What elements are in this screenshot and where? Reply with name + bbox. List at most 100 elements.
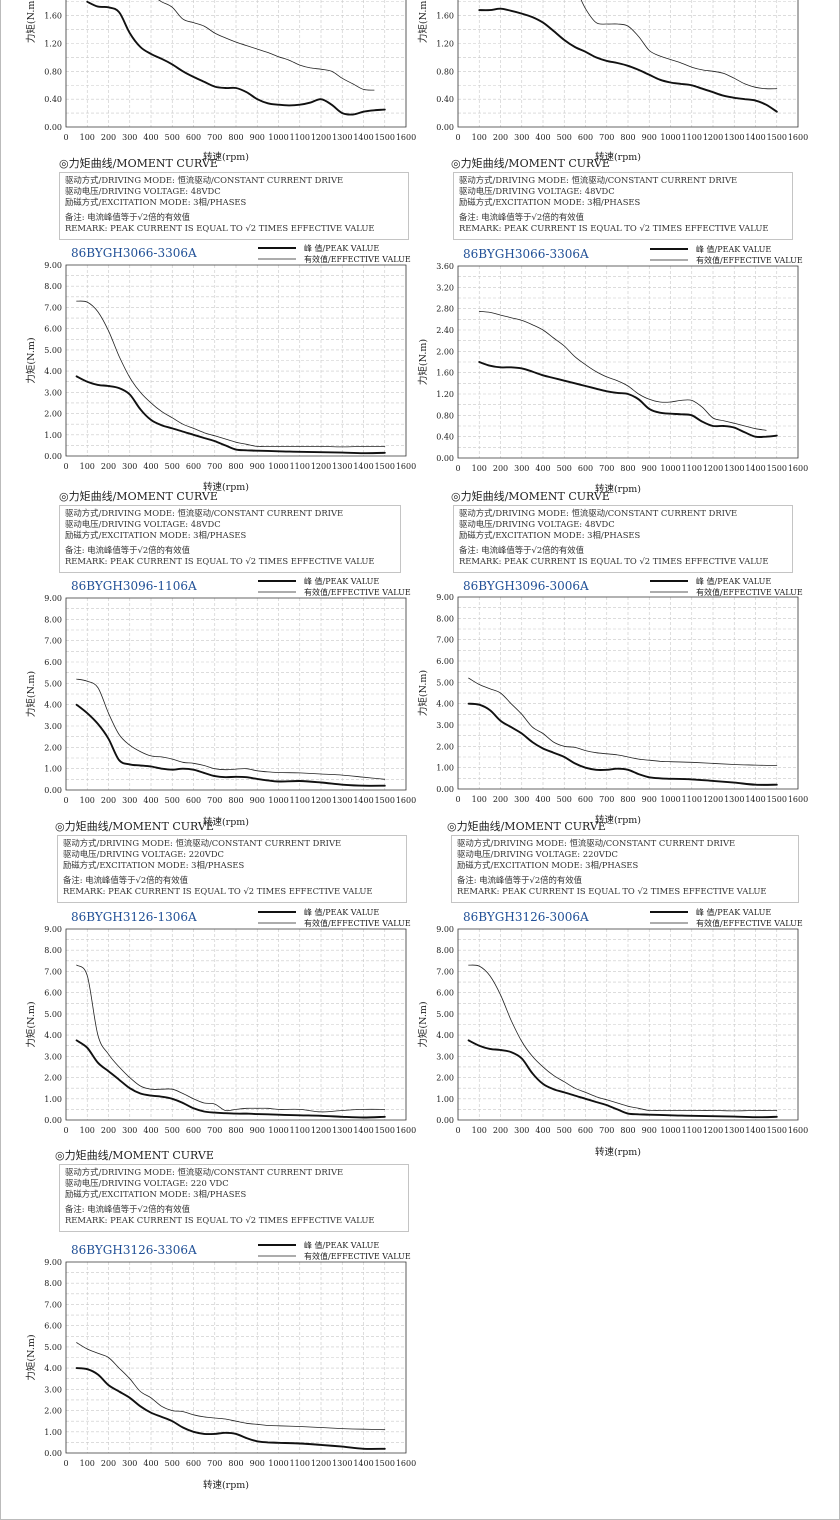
x-axis-label: 转速(rpm)	[203, 151, 249, 163]
x-tick-label: 1500	[767, 795, 787, 804]
moment-curve-heading: ◎力矩曲线/MOMENT CURVE	[55, 1149, 214, 1162]
x-tick-label: 600	[186, 462, 201, 471]
effective-value-curve	[468, 677, 778, 766]
x-tick-label: 1500	[375, 1126, 395, 1135]
y-tick-label: 5.00	[44, 679, 62, 688]
spec-driving-mode: 驱动方式/DRIVING MODE: 恒流驱动/CONSTANT CURRENT…	[65, 175, 344, 185]
x-tick-label: 800	[228, 796, 243, 805]
y-tick-label: 9.00	[44, 261, 62, 270]
y-tick-label: 7.00	[436, 967, 454, 976]
x-tick-label: 1400	[745, 133, 765, 142]
spec-block-6: 驱动方式/DRIVING MODE: 恒流驱动/CONSTANT CURRENT…	[451, 835, 799, 903]
plot-frame	[65, 0, 407, 128]
y-tick-label: 0.00	[436, 123, 454, 132]
x-tick-label: 300	[122, 1459, 137, 1468]
x-tick-label: 0	[63, 133, 68, 142]
x-tick-label: 700	[599, 464, 614, 473]
y-tick-label: 4.00	[44, 367, 62, 376]
x-tick-label: 600	[578, 795, 593, 804]
y-tick-label: 7.00	[44, 303, 62, 312]
x-tick-label: 400	[143, 796, 158, 805]
x-tick-label: 300	[122, 462, 137, 471]
x-tick-label: 1100	[682, 1126, 702, 1135]
x-tick-label: 300	[514, 464, 529, 473]
x-tick-label: 1300	[724, 133, 744, 142]
y-tick-label: 0.40	[436, 433, 454, 442]
spec-driving-voltage: 驱动电压/DRIVING VOLTAGE: 220VDC	[457, 849, 618, 859]
x-tick-label: 500	[165, 1459, 180, 1468]
y-tick-label: 0.00	[436, 1116, 454, 1125]
x-tick-label: 400	[143, 1459, 158, 1468]
legend-effective-label: 有效值/EFFECTIVE VALUE	[696, 255, 803, 265]
x-tick-label: 200	[493, 1126, 508, 1135]
x-tick-label: 1600	[396, 796, 416, 805]
x-tick-label: 1600	[788, 133, 808, 142]
x-tick-label: 500	[165, 796, 180, 805]
x-tick-label: 1200	[703, 133, 723, 142]
y-tick-label: 0.80	[44, 67, 62, 76]
y-tick-label: 9.00	[436, 593, 454, 602]
x-tick-label: 700	[599, 795, 614, 804]
y-tick-label: 0.00	[44, 1116, 62, 1125]
spec-driving-mode: 驱动方式/DRIVING MODE: 恒流驱动/CONSTANT CURRENT…	[65, 508, 344, 518]
x-tick-label: 600	[578, 464, 593, 473]
peak-value-curve	[467, 1039, 778, 1119]
spec-driving-voltage: 驱动电压/DRIVING VOLTAGE: 220VDC	[63, 849, 224, 859]
x-tick-label: 600	[578, 1126, 593, 1135]
x-tick-label: 800	[228, 462, 243, 471]
y-tick-label: 3.00	[44, 388, 62, 397]
spec-excitation-mode: 励磁方式/EXCITATION MODE: 3相/PHASES	[65, 197, 247, 207]
y-tick-label: 6.00	[44, 1322, 62, 1331]
x-tick-label: 1600	[788, 1126, 808, 1135]
x-tick-label: 1100	[290, 133, 310, 142]
x-tick-label: 500	[557, 1126, 572, 1135]
model-title: 86BYGH3126-1306A	[71, 910, 197, 924]
plot-frame	[65, 928, 407, 1121]
y-tick-label: 5.00	[44, 346, 62, 355]
spec-block-7: 驱动方式/DRIVING MODE: 恒流驱动/CONSTANT CURRENT…	[59, 1164, 409, 1232]
y-tick-label: 0.80	[436, 411, 454, 420]
y-tick-label: 2.00	[436, 347, 454, 356]
model-title: 86BYGH3066-3306A	[463, 247, 589, 261]
plot-frame	[457, 596, 799, 790]
x-tick-label: 1600	[788, 795, 808, 804]
spec-excitation-mode: 励磁方式/EXCITATION MODE: 3相/PHASES	[457, 860, 639, 870]
x-tick-label: 0	[455, 133, 460, 142]
y-tick-label: 2.80	[436, 305, 454, 314]
legend-effective-label: 有效值/EFFECTIVE VALUE	[696, 587, 803, 597]
model-title: 86BYGH3126-3306A	[71, 1243, 197, 1257]
x-tick-label: 600	[578, 133, 593, 142]
y-tick-label: 8.00	[44, 946, 62, 955]
x-tick-label: 1200	[703, 464, 723, 473]
x-tick-label: 1400	[353, 462, 373, 471]
x-tick-label: 500	[165, 1126, 180, 1135]
spec-remark-cn: 备注: 电流峰值等于√2倍的有效值	[63, 875, 189, 885]
plot-frame	[65, 264, 407, 457]
x-tick-label: 800	[228, 1459, 243, 1468]
x-tick-label: 1100	[682, 464, 702, 473]
effective-value-curve	[76, 300, 386, 448]
x-tick-label: 0	[63, 1126, 68, 1135]
x-tick-label: 400	[143, 1126, 158, 1135]
x-tick-label: 1100	[290, 462, 310, 471]
y-tick-label: 7.00	[436, 636, 454, 645]
x-tick-label: 100	[80, 133, 95, 142]
legend-effective-label: 有效值/EFFECTIVE VALUE	[304, 1251, 411, 1261]
y-tick-label: 2.00	[44, 1074, 62, 1083]
x-tick-label: 300	[514, 1126, 529, 1135]
spec-block-2: 驱动方式/DRIVING MODE: 恒流驱动/CONSTANT CURRENT…	[453, 172, 793, 240]
x-tick-label: 300	[514, 795, 529, 804]
x-tick-label: 200	[101, 133, 116, 142]
x-tick-label: 600	[186, 133, 201, 142]
spec-remark-en: REMARK: PEAK CURRENT IS EQUAL TO √2 TIME…	[65, 1215, 375, 1225]
x-tick-label: 500	[557, 795, 572, 804]
y-tick-label: 4.00	[44, 701, 62, 710]
x-tick-label: 1500	[767, 133, 787, 142]
x-axis-label: 转速(rpm)	[595, 151, 641, 163]
y-tick-label: 1.20	[44, 40, 62, 49]
x-tick-label: 400	[143, 133, 158, 142]
x-tick-label: 1300	[332, 462, 352, 471]
x-tick-label: 1300	[332, 1459, 352, 1468]
